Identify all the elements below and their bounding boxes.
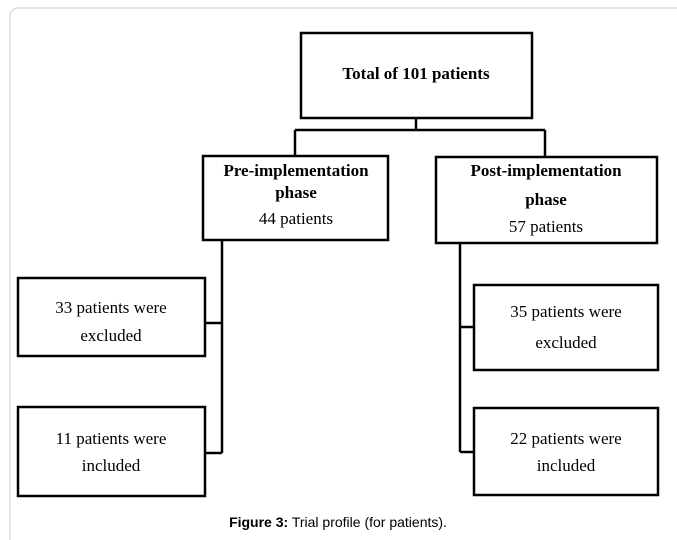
node-text: 44 patients xyxy=(259,209,333,228)
node-text: phase xyxy=(275,183,317,202)
node-box xyxy=(434,155,659,245)
node-box xyxy=(16,405,207,498)
node-text: Post-implementation xyxy=(470,161,622,180)
caption-label: Figure 3: xyxy=(229,514,288,530)
node-box xyxy=(472,283,660,372)
node-box xyxy=(472,406,660,497)
node-text: 33 patients were xyxy=(55,298,166,317)
node-text: included xyxy=(537,456,596,475)
node-text: included xyxy=(82,456,141,475)
node-text: 57 patients xyxy=(509,217,583,236)
connectors xyxy=(205,118,547,455)
node-text: Total of 101 patients xyxy=(342,64,490,83)
node-text: excluded xyxy=(535,333,597,352)
node-box xyxy=(201,154,390,242)
node-text: phase xyxy=(525,190,567,209)
node-text: excluded xyxy=(80,326,142,345)
node-text: 35 patients were xyxy=(510,302,621,321)
node-text: 22 patients were xyxy=(510,429,621,448)
node-box xyxy=(299,31,534,120)
node-box xyxy=(16,276,207,358)
caption: Figure 3: Trial profile (for patients). xyxy=(229,514,447,530)
frame xyxy=(9,7,677,540)
node-text: Pre-implementation xyxy=(223,161,369,180)
node-text: 11 patients were xyxy=(56,429,167,448)
caption-text: Trial profile (for patients). xyxy=(292,514,447,530)
